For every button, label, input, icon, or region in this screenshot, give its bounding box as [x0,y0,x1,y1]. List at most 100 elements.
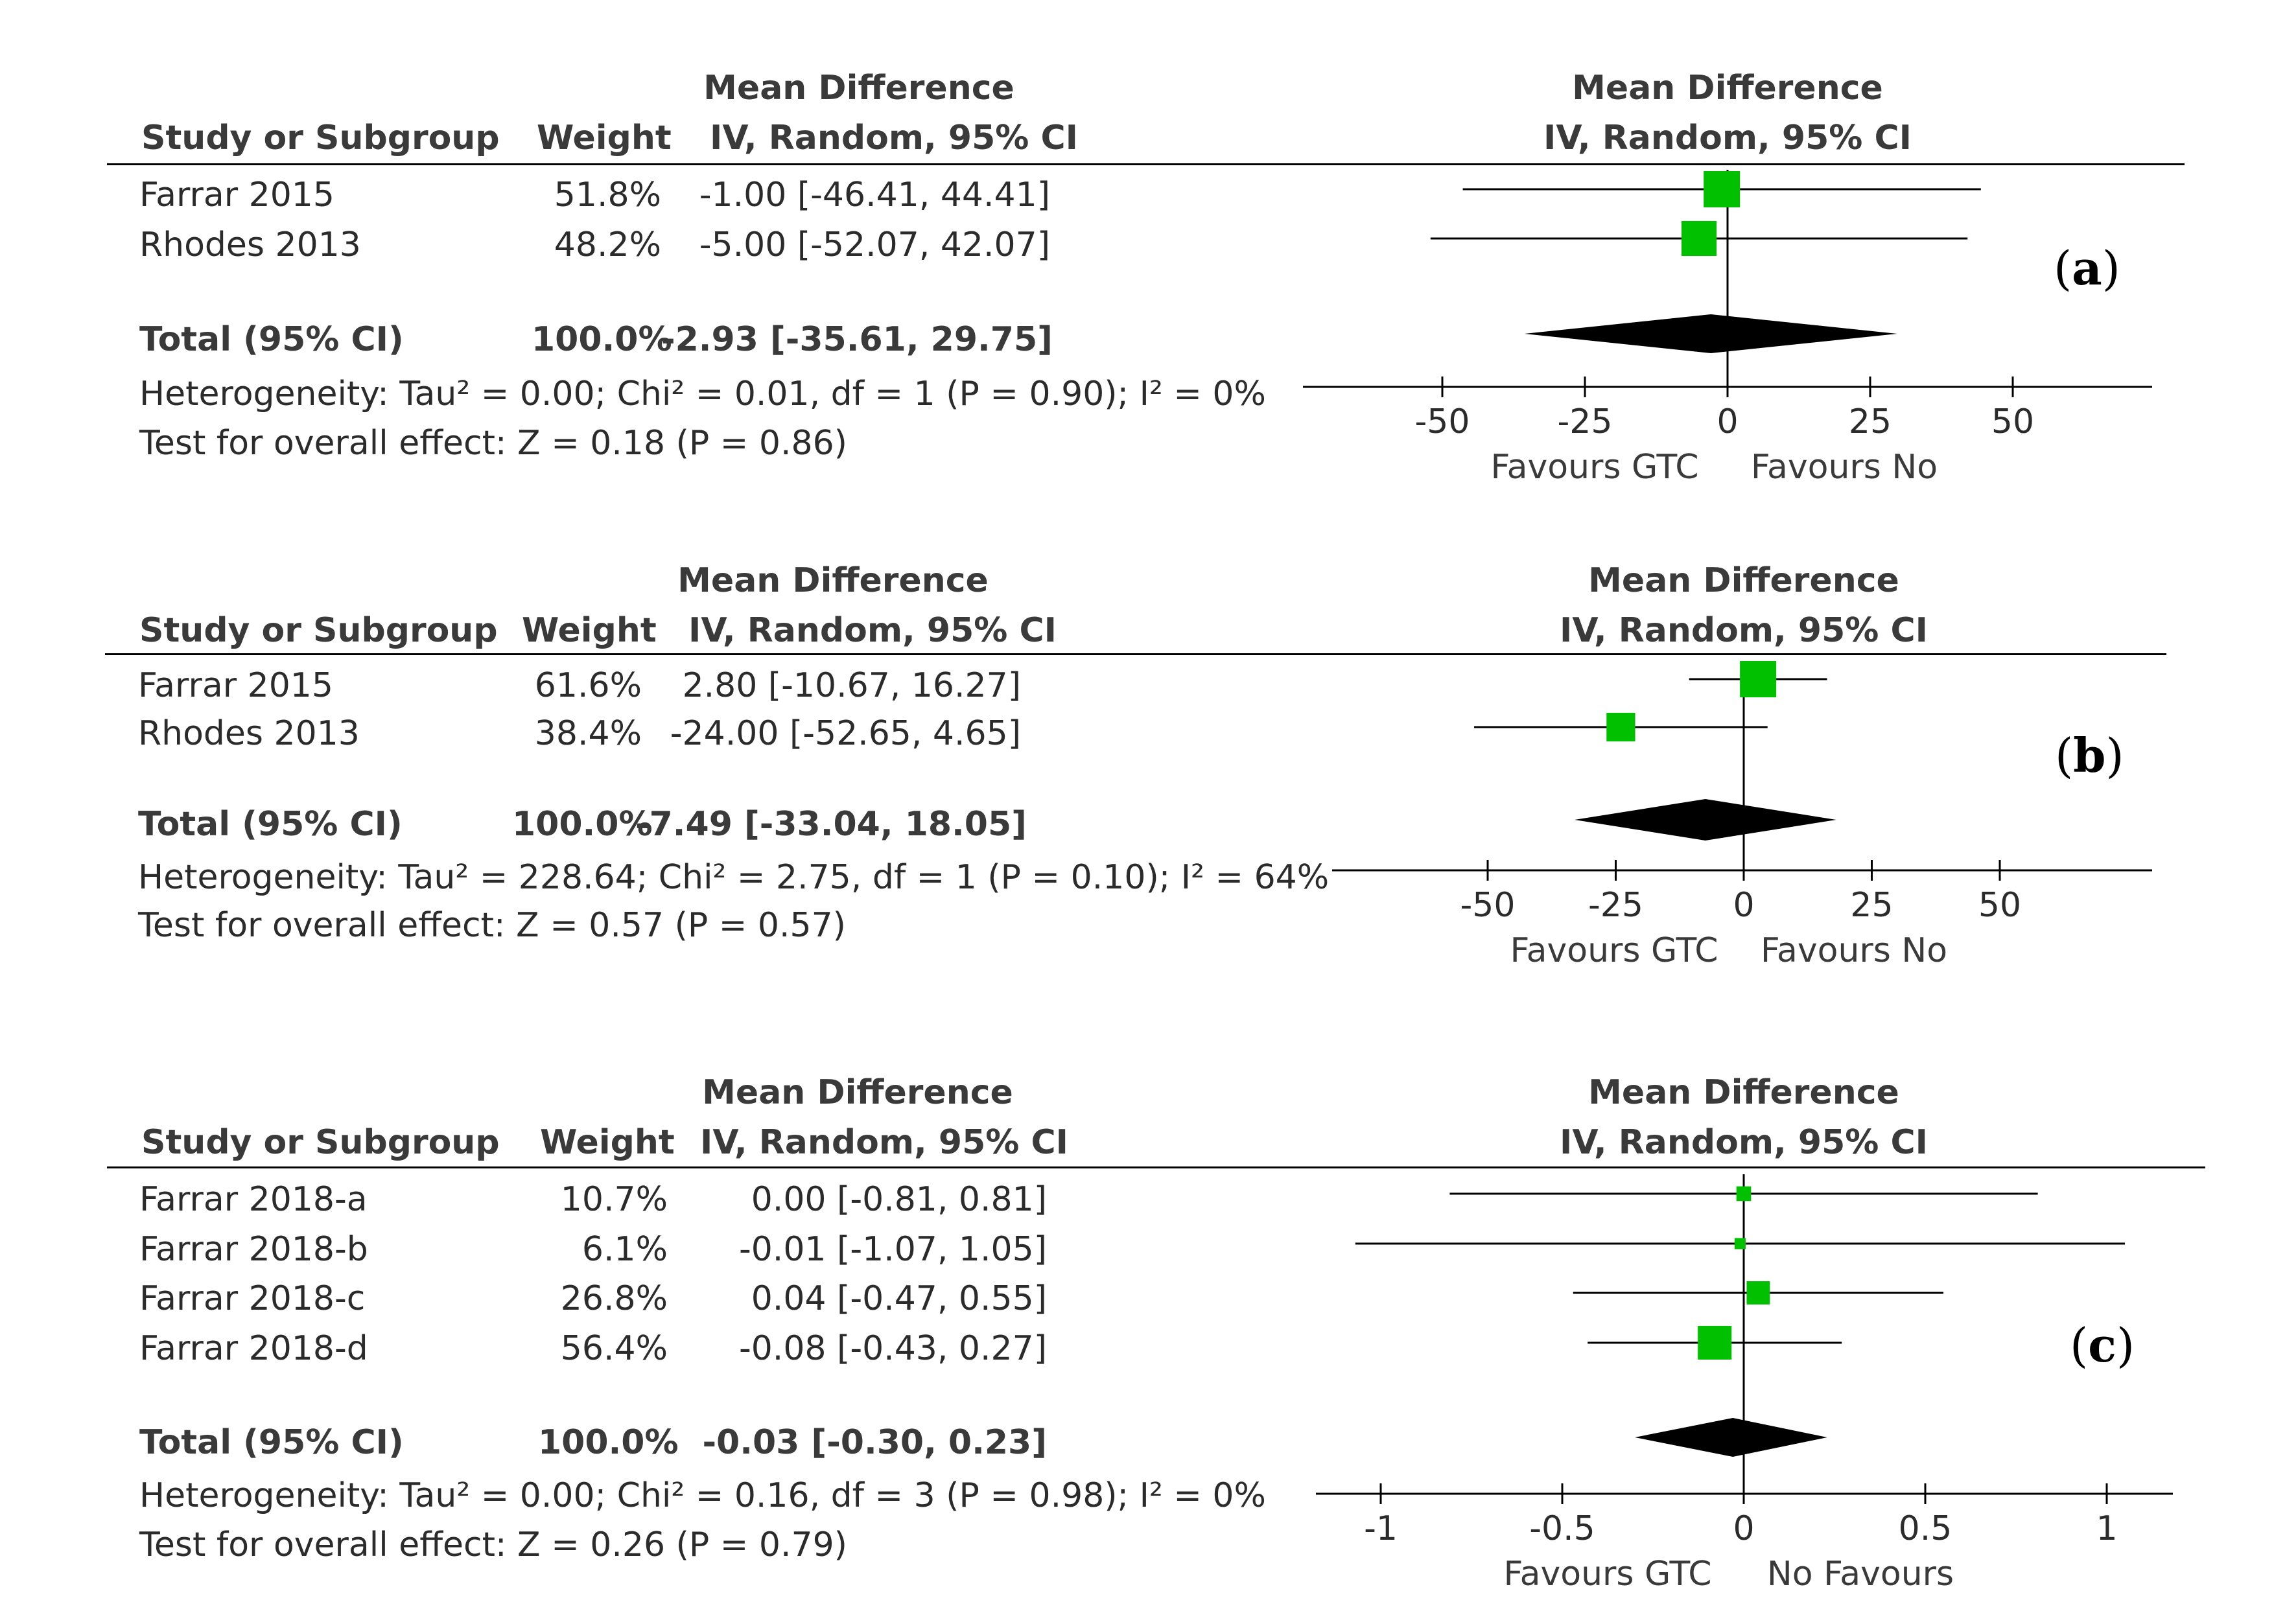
total-ci: -2.93 [-35.61, 29.75] [661,320,1053,359]
study-weight: 48.2% [554,226,661,264]
plot-header-line2: IV, Random, 95% CI [1543,119,1912,157]
x-tick-label: 1 [2096,1509,2117,1548]
panel-label: (a) [2054,240,2120,296]
panel-label: (c) [2070,1317,2135,1373]
x-tick-label: 50 [1978,886,2021,925]
study-square [1681,220,1717,257]
x-tick-label: 0 [1733,886,1754,925]
study-name: Farrar 2015 [139,176,334,215]
study-weight: 6.1% [581,1230,668,1269]
md-header-line1: Mean Difference [703,69,1014,108]
weight-header: Weight [522,611,657,650]
study-square [1734,1238,1746,1249]
study-ci: 0.04 [-0.47, 0.55] [751,1279,1047,1318]
study-name: Farrar 2018-d [139,1329,368,1368]
forest-plot-b: -50 -25 0 25 50 Favours GTC Favours No [1332,661,2152,970]
plot-header-line2: IV, Random, 95% CI [1560,611,1928,650]
md-header-line2: IV, Random, 95% CI [710,119,1078,157]
study-square [1736,1186,1752,1201]
forest-panel-b: Mean Difference Study or Subgroup Weight… [0,493,2274,1011]
heterogeneity-text: Heterogeneity: Tau² = 0.00; Chi² = 0.01,… [139,375,1266,413]
md-header-line2: IV, Random, 95% CI [688,611,1057,650]
study-header: Study or Subgroup [139,611,498,650]
study-ci: -5.00 [-52.07, 42.07] [699,226,1050,264]
x-tick-label: 0 [1733,1509,1754,1548]
study-weight: 38.4% [534,714,642,753]
total-ci: -7.49 [-33.04, 18.05] [635,805,1027,844]
study-name: Farrar 2018-c [139,1279,366,1318]
forest-plot-c: -1 -0.5 0 0.5 1 Favours GTC No Favours [1316,1174,2173,1594]
study-ci: -24.00 [-52.65, 4.65] [670,714,1021,753]
favours-left-label: Favours GTC [1490,448,1698,487]
total-weight: 100.0% [532,320,672,359]
plot-header-line1: Mean Difference [1572,69,1883,108]
x-tick-label: -25 [1588,886,1643,925]
study-ci: 0.00 [-0.81, 0.81] [751,1180,1047,1219]
study-ci: -1.00 [-46.41, 44.41] [699,176,1050,215]
study-ci: -0.01 [-1.07, 1.05] [738,1230,1047,1269]
x-tick-label: 25 [1850,886,1893,925]
x-tick-label: 0 [1717,402,1738,441]
study-weight: 56.4% [560,1329,668,1368]
x-tick-label: -50 [1460,886,1516,925]
plot-header-line2: IV, Random, 95% CI [1560,1123,1928,1162]
total-diamond [1635,1418,1827,1457]
study-square [1606,712,1635,742]
favours-right-label: No Favours [1767,1555,1954,1594]
header-rule [107,1166,2205,1168]
x-tick-label: -1 [1364,1509,1398,1548]
study-weight: 51.8% [554,176,661,215]
heterogeneity-text: Heterogeneity: Tau² = 228.64; Chi² = 2.7… [138,858,1330,897]
forest-panel-c: Mean Difference Study or Subgroup Weight… [0,1004,2274,1624]
study-header: Study or Subgroup [141,1123,500,1162]
study-name: Farrar 2018-a [139,1180,368,1219]
total-weight: 100.0% [538,1423,679,1462]
weight-header: Weight [540,1123,675,1162]
header-rule [107,163,2185,165]
study-weight: 10.7% [560,1180,668,1219]
weight-header: Weight [537,119,672,157]
total-ci: -0.03 [-0.30, 0.23] [702,1423,1047,1462]
study-name: Farrar 2015 [138,666,333,705]
header-rule [105,653,2166,655]
total-label: Total (95% CI) [139,1423,404,1462]
study-square [1698,1326,1732,1360]
total-weight: 100.0% [512,805,653,844]
study-name: Rhodes 2013 [139,226,361,264]
favours-right-label: Favours No [1761,931,1947,970]
x-tick-label: -25 [1558,402,1613,441]
x-tick-label: -0.5 [1529,1509,1595,1548]
overall-effect-text: Test for overall effect: Z = 0.57 (P = 0… [138,906,846,945]
x-tick-label: 25 [1849,402,1892,441]
study-ci: 2.80 [-10.67, 16.27] [682,666,1021,705]
panel-label-letter: c [2088,1317,2116,1373]
overall-effect-text: Test for overall effect: Z = 0.18 (P = 0… [139,424,847,463]
favours-left-label: Favours GTC [1510,931,1718,970]
plot-header-line1: Mean Difference [1588,561,1899,600]
study-weight: 61.6% [534,666,642,705]
forest-panel-a: Mean Difference Study or Subgroup Weight… [0,0,2274,518]
x-tick-label: 50 [1991,402,2034,441]
x-tick-label: 0.5 [1899,1509,1952,1548]
study-square [1704,171,1741,207]
study-header: Study or Subgroup [141,119,500,157]
favours-left-label: Favours GTC [1503,1555,1711,1594]
heterogeneity-text: Heterogeneity: Tau² = 0.00; Chi² = 0.16,… [139,1476,1266,1515]
favours-right-label: Favours No [1751,448,1938,487]
total-diamond [1524,314,1897,353]
study-ci: -0.08 [-0.43, 0.27] [738,1329,1047,1368]
forest-plot-a: -50 -25 0 25 50 Favours GTC Favours No [1303,170,2152,487]
md-header-line1: Mean Difference [677,561,989,600]
panel-label-letter: b [2073,728,2106,783]
panel-label-letter: a [2072,240,2102,296]
study-square [1746,1281,1770,1305]
plot-header-line1: Mean Difference [1588,1073,1899,1112]
total-label: Total (95% CI) [138,805,403,844]
study-name: Farrar 2018-b [139,1230,368,1269]
study-square [1740,661,1777,697]
md-header-line1: Mean Difference [702,1073,1013,1112]
study-weight: 26.8% [560,1279,668,1318]
overall-effect-text: Test for overall effect: Z = 0.26 (P = 0… [139,1525,847,1564]
total-label: Total (95% CI) [139,320,404,359]
panel-label: (b) [2055,728,2124,783]
